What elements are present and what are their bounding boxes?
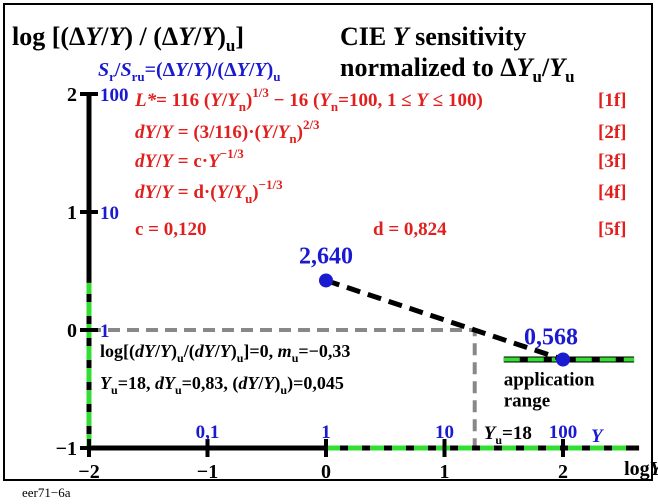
x-tick-label: 1 [440, 461, 450, 483]
formula-3-tag: [3f] [598, 151, 626, 172]
x-axis-label: logY [624, 458, 658, 480]
plot-area: −2−1012logY0,1110100Y210−1100101applicat… [56, 84, 658, 483]
data-point [556, 352, 570, 367]
x-linear-tick-label: 100 [549, 422, 578, 443]
title-right-1: CIE Y sensitivity [340, 22, 526, 51]
formula-block: L*= 116 (Y/Yn)1/3 − 16 (Yn=100, 1 ≤ Y ≤ … [134, 85, 626, 240]
x-linear-tick-label: 10 [435, 422, 454, 443]
x-linear-unit: Y [591, 426, 605, 447]
c-value: c = 0,120 [135, 219, 207, 240]
y-tick-label: 0 [67, 320, 77, 342]
range-label: range [504, 391, 550, 412]
y-tick-label: 2 [67, 84, 77, 106]
title-left: log [(ΔY/Y) / (ΔY/Y)u] [12, 22, 244, 55]
x-linear-tick-label: 1 [321, 422, 331, 443]
formula-4: dY/Y = d·(Y/Yu)−1/3 [135, 177, 283, 206]
d-value: d = 0,824 [373, 219, 447, 240]
x-tick-label: −2 [78, 461, 99, 483]
formula-4-tag: [4f] [598, 182, 626, 203]
y-tick-label: 1 [67, 202, 77, 224]
ylabel-inner: Sr/Sru=(ΔY/Y)/(ΔY/Y)u [98, 59, 281, 84]
reference-line-1: log[(dY/Y)u/(dY/Y)u]=0, mu=−0,33 [100, 341, 350, 365]
formula-5-tag: [5f] [598, 219, 626, 240]
data-point [319, 273, 333, 288]
y-linear-tick-label: 100 [100, 85, 129, 106]
formula-1: L*= 116 (Y/Yn)1/3 − 16 (Yn=100, 1 ≤ Y ≤ … [134, 85, 483, 114]
y-linear-tick-label: 1 [100, 321, 110, 342]
x-tick-label: −1 [197, 461, 218, 483]
formula-2: dY/Y = (3/116)·(Y/Yn)2/3 [135, 117, 320, 146]
y-linear-tick-label: 10 [100, 203, 119, 224]
x-tick-label: 2 [558, 461, 568, 483]
formula-2-tag: [2f] [598, 122, 626, 143]
footer-code: eer71−6a [22, 485, 71, 500]
dashed-connection-line [325, 278, 564, 362]
chart-frame [3, 3, 653, 481]
title-right-2: normalized to ΔYu/Yu [340, 53, 575, 86]
data-point-label: 2,640 [299, 243, 353, 269]
y-tick-label: −1 [56, 438, 77, 460]
formula-3: dY/Y = c·Y−1/3 [135, 146, 244, 172]
data-point-label: 0,568 [524, 325, 578, 351]
application-label: application [504, 370, 595, 391]
reference-line-2: Yu=18, dYu=0,83, (dY/Y)u)=0,045 [100, 373, 344, 397]
yu-label: Yu=18 [484, 423, 532, 447]
x-linear-tick-label: 0,1 [196, 422, 220, 443]
x-tick-label: 0 [321, 461, 331, 483]
formula-1-tag: [1f] [598, 90, 626, 111]
